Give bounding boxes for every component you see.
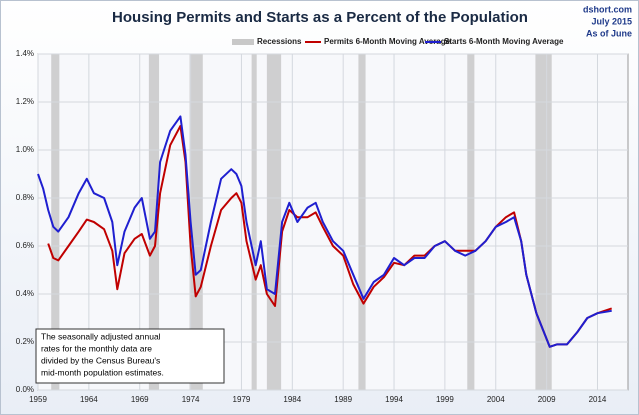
- legend-swatch: [232, 39, 254, 45]
- series-line: [37, 115, 612, 348]
- recession-band: [266, 54, 282, 390]
- x-tick-label: 2014: [589, 395, 607, 404]
- recession-band: [189, 54, 203, 390]
- y-tick-label: 0.0%: [16, 385, 34, 394]
- recession-band: [148, 54, 160, 390]
- y-tick-label: 0.4%: [16, 289, 34, 298]
- y-tick-label: 1.2%: [16, 97, 34, 106]
- y-tick-label: 1.0%: [16, 145, 34, 154]
- y-tick-label: 0.6%: [16, 241, 34, 250]
- recession-band: [467, 54, 475, 390]
- source: dshort.com: [583, 4, 632, 14]
- x-tick-label: 1979: [233, 395, 251, 404]
- x-tick-label: 1959: [29, 395, 47, 404]
- x-tick-label: 1984: [283, 395, 301, 404]
- note: rates for the monthly data are: [41, 343, 152, 353]
- source: July 2015: [591, 16, 632, 26]
- recession-band: [251, 54, 257, 390]
- recession-band: [535, 54, 552, 390]
- x-tick-label: 2009: [538, 395, 556, 404]
- note: mid-month population estimates.: [41, 367, 164, 377]
- recession-band: [358, 54, 366, 390]
- x-tick-label: 1989: [334, 395, 352, 404]
- note-box: [35, 328, 225, 384]
- legend-label: Starts 6-Month Moving Average: [444, 37, 564, 46]
- source: As of June: [586, 28, 632, 38]
- x-tick-label: 2004: [487, 395, 505, 404]
- legend-label: Permits 6-Month Moving Average: [324, 37, 451, 46]
- x-tick-label: 1999: [436, 395, 454, 404]
- chart-title: Housing Permits and Starts as a Percent …: [112, 9, 528, 26]
- x-tick-label: 1974: [182, 395, 200, 404]
- legend-label: Recessions: [257, 37, 302, 46]
- y-tick-label: 0.8%: [16, 193, 34, 202]
- note: The seasonally adjusted annual: [41, 331, 161, 341]
- x-tick-label: 1964: [80, 395, 98, 404]
- recession-band: [51, 54, 60, 390]
- x-tick-label: 1994: [385, 395, 403, 404]
- note: divided by the Census Bureau's: [41, 355, 160, 365]
- x-tick-label: 1969: [131, 395, 149, 404]
- y-tick-label: 0.2%: [16, 337, 34, 346]
- series-line: [47, 125, 613, 348]
- y-tick-label: 1.4%: [16, 49, 34, 58]
